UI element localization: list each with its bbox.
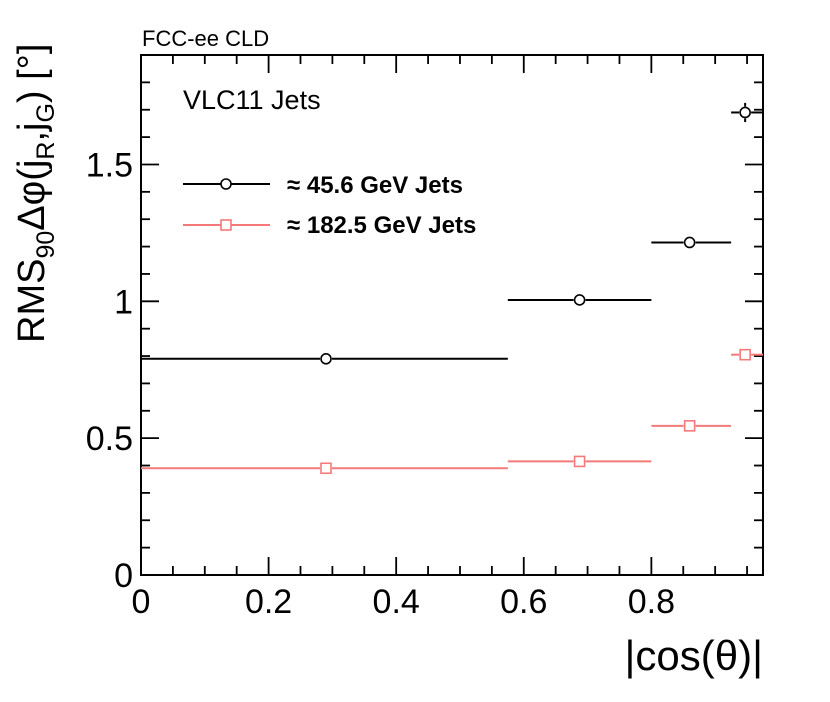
- x-tick-label-3: 0.6: [500, 583, 547, 621]
- series-1-point-0: [320, 462, 332, 475]
- y-title-prefix: RMS: [11, 259, 53, 343]
- x-tick-label-4: 0.8: [628, 583, 675, 621]
- y-title-delta-phi: Δφ(j: [11, 160, 53, 231]
- series-layer: [141, 102, 763, 475]
- series-0-point-1: [573, 294, 586, 306]
- series-0: [141, 102, 763, 365]
- y-tick-label-1: 0.5: [86, 420, 133, 458]
- y-title-sub-90: 90: [32, 231, 60, 259]
- x-axis-tick-labels: 0 0.2 0.4 0.6 0.8: [132, 583, 675, 621]
- series-0-point-2: [683, 236, 696, 249]
- y-axis-tick-labels: 0 0.5 1 1.5: [86, 146, 133, 595]
- y-tick-label-3: 1.5: [86, 146, 133, 184]
- x-tick-label-2: 0.4: [373, 583, 420, 621]
- x-axis-ticks: [140, 55, 748, 575]
- x-tick-label-0: 0: [132, 583, 151, 621]
- legend: ≈ 45.6 GeV Jets ≈ 182.5 GeV Jets: [183, 172, 476, 239]
- plot-frame: [140, 54, 764, 576]
- y-axis-title: RMS90Δφ(jR,jG) [°]: [11, 44, 60, 343]
- plot-label: VLC11 Jets: [183, 85, 321, 115]
- series-1-point-1: [573, 455, 586, 468]
- legend-marker-series-1: [220, 219, 232, 231]
- x-axis-title: |cos(θ)|: [624, 632, 763, 679]
- y-title-comma-j: ,j: [11, 123, 53, 142]
- x-tick-label-1: 0.2: [245, 583, 292, 621]
- legend-marker-series-0: [220, 178, 232, 190]
- y-title-sub-r: R: [32, 142, 60, 160]
- experiment-label: FCC-ee CLD: [142, 26, 269, 51]
- legend-label-series-0: ≈ 45.6 GeV Jets: [287, 172, 463, 199]
- series-1: [141, 348, 763, 475]
- series-1-point-2: [683, 420, 696, 432]
- legend-label-series-1: ≈ 182.5 GeV Jets: [287, 212, 476, 239]
- y-tick-label-0: 0: [114, 557, 133, 595]
- y-title-unit: ) [°]: [11, 44, 53, 104]
- series-1-point-3: [739, 348, 751, 361]
- y-tick-label-2: 1: [114, 283, 133, 321]
- y-title-sub-g: G: [32, 103, 60, 122]
- series-0-point-0: [320, 352, 332, 365]
- y-axis-ticks: [141, 54, 763, 576]
- series-0-point-3: [739, 106, 751, 119]
